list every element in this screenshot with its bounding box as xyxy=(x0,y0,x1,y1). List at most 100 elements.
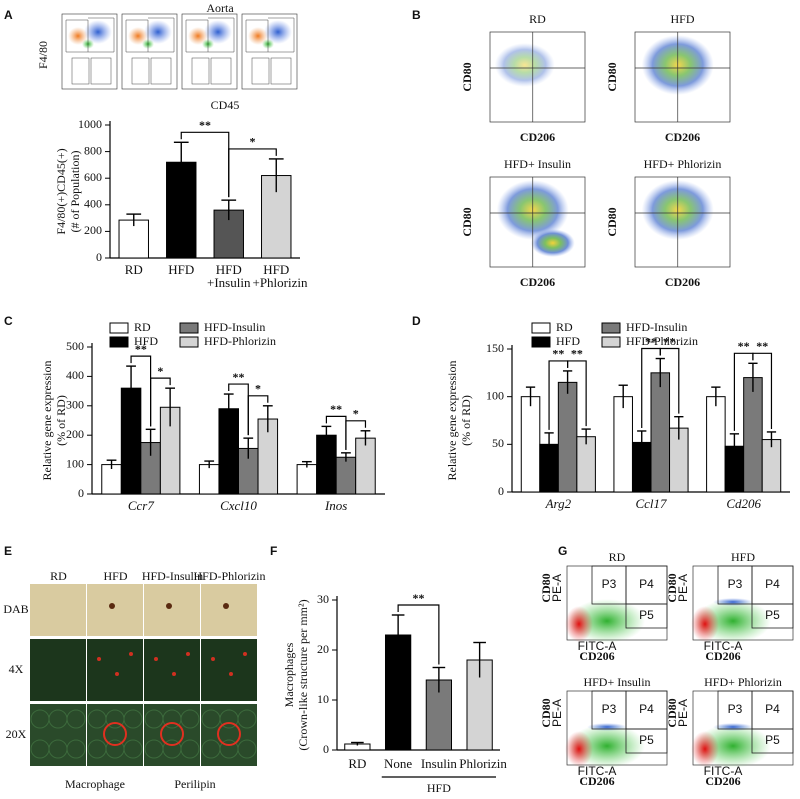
y-axis-label: (# of Population) xyxy=(68,151,82,233)
bar xyxy=(198,464,220,495)
legend-swatch xyxy=(531,336,551,348)
cell-cloud xyxy=(204,20,232,44)
flow-x-label: CD206 xyxy=(520,130,555,144)
x-tick-label: Insulin xyxy=(420,756,457,771)
cell-cloud xyxy=(188,27,208,45)
stain-spot xyxy=(186,652,190,656)
legend-label: RD xyxy=(556,320,573,334)
y-tick-label: 200 xyxy=(66,427,84,441)
stain-spot xyxy=(97,657,101,661)
significance-bracket xyxy=(659,347,680,414)
flow-y-label: CD80 xyxy=(539,698,553,727)
cell-cloud xyxy=(587,723,627,731)
column-label: HFD-Phlorizin xyxy=(194,569,266,583)
significance-label: * xyxy=(250,135,256,149)
flow-x-label: CD206 xyxy=(705,649,740,663)
flow-plot-title: HFD xyxy=(670,12,694,26)
legend-label: HFD-Insulin xyxy=(626,320,687,334)
x-tick-label: RD xyxy=(348,756,367,771)
x-tick-label: None xyxy=(384,756,413,771)
y-tick-label: 200 xyxy=(84,223,102,237)
y-axis-label: Relative gene expression xyxy=(40,361,54,481)
gate xyxy=(88,17,115,53)
y-axis-label: F4/80(+)CD45(+) xyxy=(54,148,68,234)
significance-label: ** xyxy=(552,347,564,361)
cell-cloud xyxy=(691,606,719,642)
y-tick-label: 150 xyxy=(486,341,504,355)
bar xyxy=(335,456,357,495)
stain-spot xyxy=(211,657,215,661)
significance-label: ** xyxy=(330,402,342,416)
y-tick-label: 20 xyxy=(317,642,329,656)
flow-y-label: CD80 xyxy=(460,62,474,91)
gate xyxy=(268,17,295,53)
y-tick-label: 800 xyxy=(84,143,102,157)
flow-y-label: CD80 xyxy=(539,573,553,602)
flow-y-label: F4/80 xyxy=(36,41,50,69)
micrograph xyxy=(201,584,257,636)
adipocyte xyxy=(180,739,200,759)
gate xyxy=(210,57,232,85)
significance-label: ** xyxy=(199,118,211,132)
flow-plot-title: RD xyxy=(529,12,546,26)
y-tick-label: 0 xyxy=(78,486,84,500)
flow-x-label: CD206 xyxy=(665,130,700,144)
flow-x-label: CD206 xyxy=(665,275,700,289)
flow-x-label: CD206 xyxy=(579,774,614,788)
panel-label: E xyxy=(4,544,12,558)
micrograph xyxy=(87,704,143,766)
stain-spot xyxy=(243,652,247,656)
channel-x: FITC-A xyxy=(578,764,617,778)
panel-label: A xyxy=(4,8,13,22)
gate-label: P5 xyxy=(639,733,654,747)
stain-spot xyxy=(115,672,119,676)
bar xyxy=(296,464,318,495)
micrograph xyxy=(87,639,143,701)
legend-label: RD xyxy=(134,320,151,334)
micrograph xyxy=(30,639,86,701)
gate xyxy=(251,57,270,85)
panel-label: F xyxy=(270,544,277,558)
x-tick-label: Ccr7 xyxy=(127,498,154,513)
y-axis-label: (% of RD) xyxy=(459,395,473,446)
x-tick-label: HFD +Phlorizin xyxy=(252,262,308,290)
gate-label: P3 xyxy=(602,702,617,716)
gate-label: P4 xyxy=(765,702,780,716)
adipocyte xyxy=(123,739,143,759)
row-label: 4X xyxy=(9,662,24,676)
significance-label: ** xyxy=(571,347,583,361)
legend-label: HFD-Phlorizin xyxy=(204,334,276,348)
flow-x-label: CD45 xyxy=(211,98,240,112)
bar xyxy=(118,219,149,259)
panel-label: B xyxy=(412,8,421,22)
cell-cloud xyxy=(530,229,575,257)
significance-label: ** xyxy=(664,334,676,348)
stain-spot xyxy=(229,672,233,676)
y-tick-label: 100 xyxy=(66,456,84,470)
significance-bracket xyxy=(150,377,171,427)
legend-swatch xyxy=(179,336,199,348)
significance-label: ** xyxy=(738,339,750,353)
x-tick-label: RD xyxy=(124,262,143,277)
column-label: RD xyxy=(50,569,67,583)
channel-x: FITC-A xyxy=(578,639,617,653)
bar xyxy=(743,377,763,493)
flow-y-label: CD80 xyxy=(665,573,679,602)
gate-label: P4 xyxy=(765,577,780,591)
legend-label: HFD xyxy=(556,334,580,348)
micrograph xyxy=(144,639,200,701)
significance-label: ** xyxy=(756,339,768,353)
bar xyxy=(557,381,578,493)
cell-cloud xyxy=(713,723,753,731)
crown-structure xyxy=(217,722,241,746)
row-label: 20X xyxy=(6,727,27,741)
gate-label: P3 xyxy=(728,577,743,591)
flow-y-label: CD80 xyxy=(605,62,619,91)
legend-swatch xyxy=(601,336,621,348)
y-tick-label: 500 xyxy=(66,339,84,353)
stain-spot xyxy=(154,657,158,661)
channel-y: PE-A xyxy=(676,699,690,727)
x-tick-label: Inos xyxy=(324,498,348,513)
